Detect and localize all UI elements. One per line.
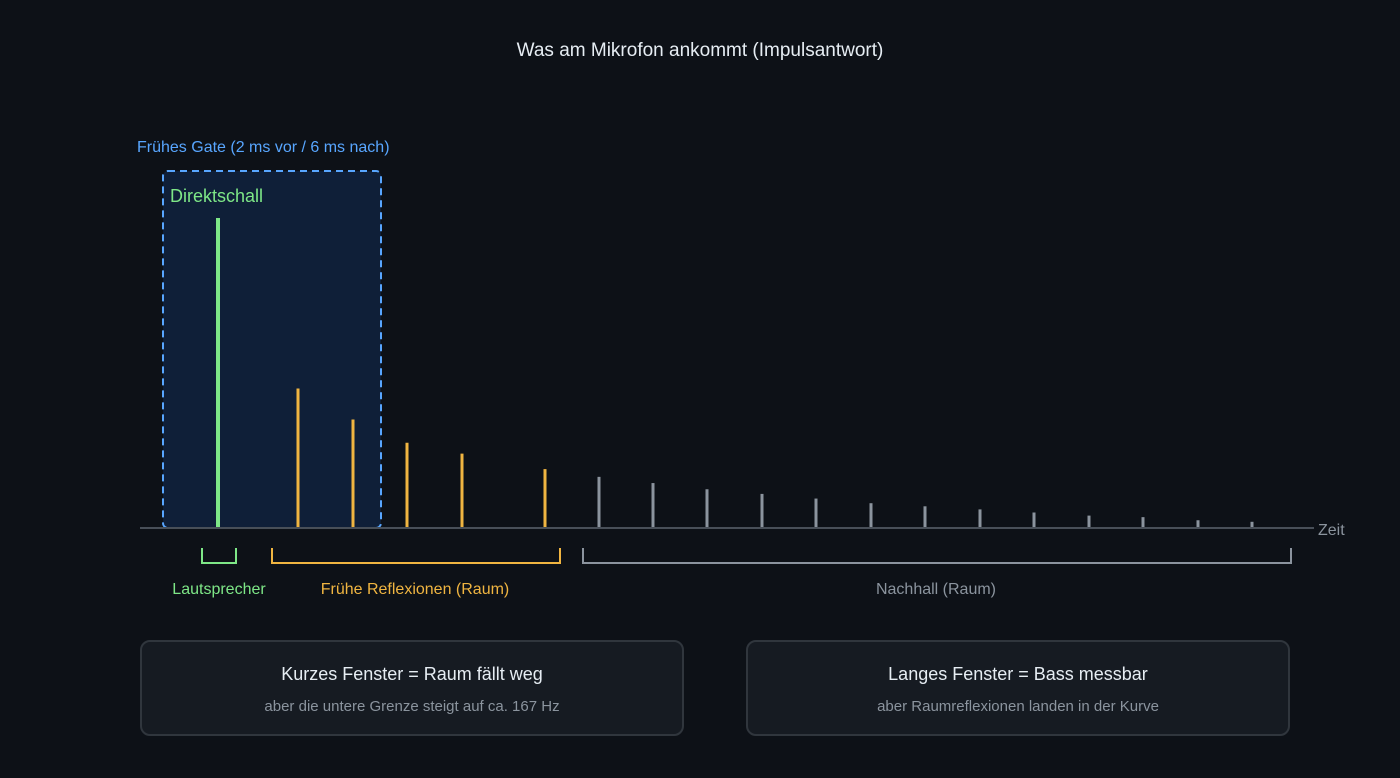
short-window-title: Kurzes Fenster = Raum fällt weg [281,664,543,684]
long-window-title: Langes Fenster = Bass messbar [888,664,1148,684]
time-axis: Zeit [140,522,1345,539]
axis-label: Zeit [1318,522,1345,539]
early-reflections-label: Frühe Reflexionen (Raum) [321,581,510,598]
speaker-range-label: Lautsprecher [172,581,266,598]
early-reflections-bracket [271,548,561,564]
impulse-lines [216,218,1254,528]
reverb-bracket [582,548,1292,564]
reverb-label: Nachhall (Raum) [876,581,996,598]
long-window-card: Langes Fenster = Bass messbar aber Raumr… [746,640,1290,736]
direct-sound-label: Direktschall [170,186,263,206]
gate-label: Frühes Gate (2 ms vor / 6 ms nach) [137,139,390,156]
long-window-subtitle: aber Raumreflexionen landen in der Kurve [877,698,1159,715]
short-window-subtitle: aber die untere Grenze steigt auf ca. 16… [264,698,560,715]
short-window-card: Kurzes Fenster = Raum fällt weg aber die… [140,640,684,736]
page-title: Was am Mikrofon ankommt (Impulsantwort) [517,40,884,61]
range-brackets: Lautsprecher Frühe Reflexionen (Raum) Na… [172,548,1292,598]
speaker-bracket [201,548,237,564]
gate-window [162,170,382,529]
